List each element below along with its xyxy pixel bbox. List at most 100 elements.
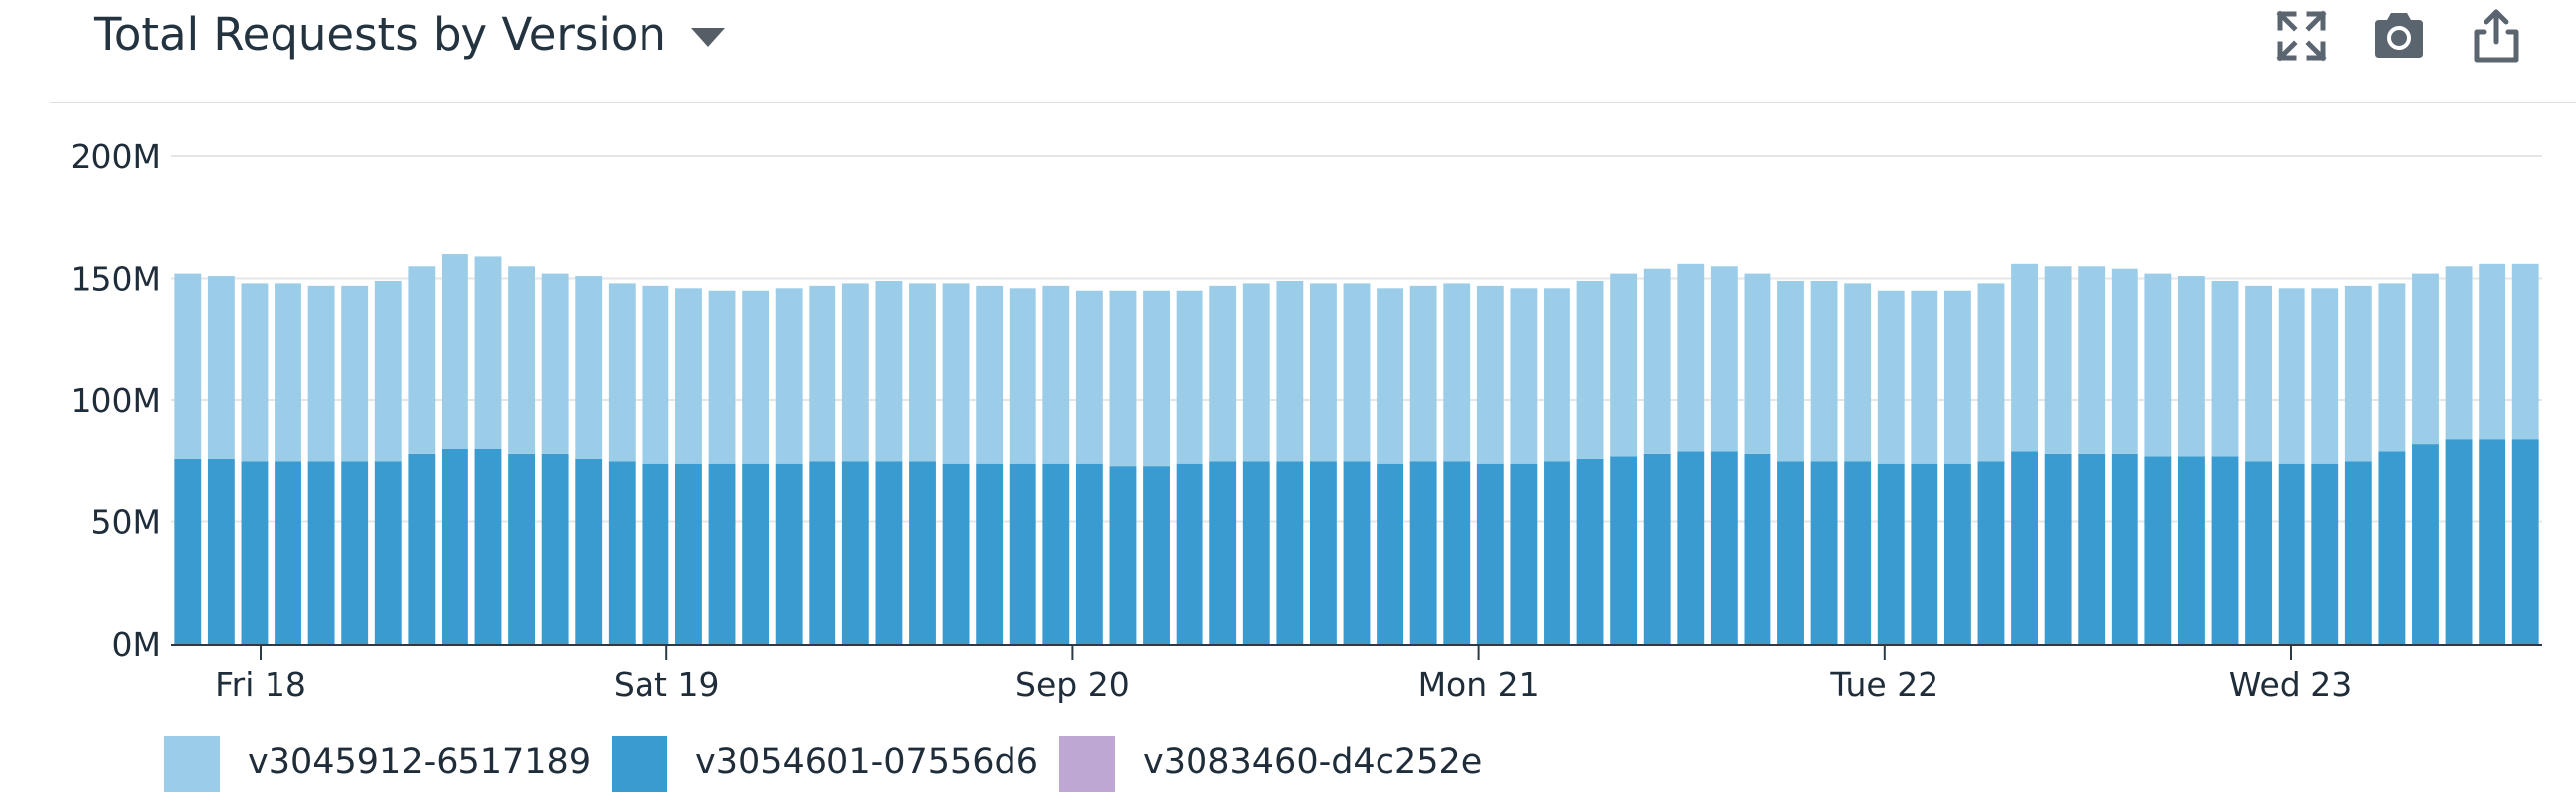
bar-segment[interactable] [1677, 263, 1705, 452]
bar-segment[interactable] [708, 463, 736, 644]
bar-segment[interactable] [2412, 273, 2439, 445]
bar-segment[interactable] [275, 461, 301, 644]
bar-segment[interactable] [2211, 456, 2239, 644]
bar-segment[interactable] [2245, 285, 2273, 462]
bar-segment[interactable] [976, 285, 1004, 464]
bar-segment[interactable] [2311, 463, 2339, 644]
bar-segment[interactable] [1377, 463, 1404, 644]
camera-icon[interactable] [2369, 6, 2429, 66]
bar-segment[interactable] [241, 461, 269, 644]
bar-segment[interactable] [2445, 439, 2473, 644]
bar-segment[interactable] [2344, 285, 2372, 462]
bar-segment[interactable] [1777, 280, 1804, 462]
bar-segment[interactable] [2479, 263, 2506, 440]
bar-segment[interactable] [1242, 283, 1270, 462]
bar-segment[interactable] [1143, 290, 1170, 467]
bar-segment[interactable] [1643, 453, 1671, 644]
bar-segment[interactable] [775, 288, 803, 464]
bar-segment[interactable] [1544, 461, 1570, 644]
bar-segment[interactable] [1242, 461, 1270, 644]
bar-segment[interactable] [307, 285, 335, 462]
bar-segment[interactable] [541, 273, 569, 454]
bar-segment[interactable] [1810, 461, 1838, 644]
bar-segment[interactable] [1343, 461, 1371, 644]
bar-segment[interactable] [2178, 276, 2205, 457]
bar-segment[interactable] [1309, 283, 1337, 462]
bar-segment[interactable] [508, 266, 535, 454]
bar-segment[interactable] [307, 461, 335, 644]
bar-segment[interactable] [2144, 456, 2172, 644]
bar-segment[interactable] [1042, 463, 1070, 644]
bar-segment[interactable] [2078, 453, 2106, 644]
bar-segment[interactable] [1009, 463, 1036, 644]
bar-segment[interactable] [1844, 461, 1872, 644]
bar-segment[interactable] [1844, 283, 1872, 462]
bar-segment[interactable] [174, 458, 202, 644]
bar-segment[interactable] [1810, 280, 1838, 462]
bar-segment[interactable] [608, 283, 636, 462]
bar-segment[interactable] [1143, 466, 1170, 644]
bar-segment[interactable] [2144, 273, 2172, 457]
bar-segment[interactable] [976, 463, 1004, 644]
bar-segment[interactable] [1576, 280, 1604, 459]
bar-segment[interactable] [541, 453, 569, 644]
bar-segment[interactable] [207, 276, 235, 459]
bar-segment[interactable] [575, 276, 603, 459]
bar-segment[interactable] [942, 283, 970, 464]
bar-segment[interactable] [642, 463, 669, 644]
bar-segment[interactable] [2278, 463, 2305, 644]
bar-segment[interactable] [1677, 451, 1705, 644]
bar-segment[interactable] [508, 453, 535, 644]
bar-segment[interactable] [1042, 285, 1070, 464]
bar-segment[interactable] [1409, 461, 1437, 644]
bar-segment[interactable] [2111, 268, 2138, 454]
bar-segment[interactable] [241, 283, 269, 462]
bar-segment[interactable] [909, 283, 936, 462]
bar-segment[interactable] [2344, 461, 2372, 644]
bar-segment[interactable] [441, 449, 468, 644]
bar-segment[interactable] [1510, 463, 1538, 644]
bar-segment[interactable] [1877, 290, 1905, 464]
bar-segment[interactable] [1610, 273, 1638, 457]
bar-segment[interactable] [2044, 266, 2072, 454]
bar-segment[interactable] [2011, 263, 2038, 452]
bar-segment[interactable] [775, 463, 803, 644]
bar-segment[interactable] [1544, 288, 1570, 462]
bar-segment[interactable] [841, 461, 869, 644]
bar-segment[interactable] [341, 461, 369, 644]
bar-segment[interactable] [1610, 456, 1638, 644]
bar-segment[interactable] [875, 280, 903, 462]
bar-segment[interactable] [575, 458, 603, 644]
bar-segment[interactable] [1209, 461, 1237, 644]
bar-segment[interactable] [2011, 451, 2038, 644]
bar-segment[interactable] [1476, 285, 1504, 464]
bar-segment[interactable] [1109, 290, 1137, 467]
bar-segment[interactable] [474, 449, 502, 644]
bar-segment[interactable] [841, 283, 869, 462]
bar-segment[interactable] [1911, 463, 1938, 644]
bar-segment[interactable] [909, 461, 936, 644]
bar-segment[interactable] [809, 461, 836, 644]
bar-segment[interactable] [2479, 439, 2506, 644]
bar-segment[interactable] [374, 280, 402, 462]
bar-segment[interactable] [474, 256, 502, 449]
bar-segment[interactable] [1443, 283, 1471, 462]
bar-segment[interactable] [2111, 453, 2138, 644]
bar-segment[interactable] [2378, 451, 2406, 644]
bar-segment[interactable] [1777, 461, 1804, 644]
bar-segment[interactable] [2445, 266, 2473, 440]
bar-segment[interactable] [1276, 280, 1304, 462]
bar-segment[interactable] [2044, 453, 2072, 644]
bar-segment[interactable] [1977, 283, 2005, 462]
bar-segment[interactable] [207, 458, 235, 644]
expand-icon[interactable] [2272, 6, 2331, 66]
bar-segment[interactable] [2511, 439, 2539, 644]
bar-segment[interactable] [1911, 290, 1938, 464]
bar-segment[interactable] [2378, 283, 2406, 452]
bar-segment[interactable] [1943, 290, 1971, 464]
bar-segment[interactable] [408, 266, 436, 454]
bar-segment[interactable] [2078, 266, 2106, 454]
bar-segment[interactable] [1377, 288, 1404, 464]
bar-segment[interactable] [275, 283, 301, 462]
bar-segment[interactable] [2311, 288, 2339, 464]
